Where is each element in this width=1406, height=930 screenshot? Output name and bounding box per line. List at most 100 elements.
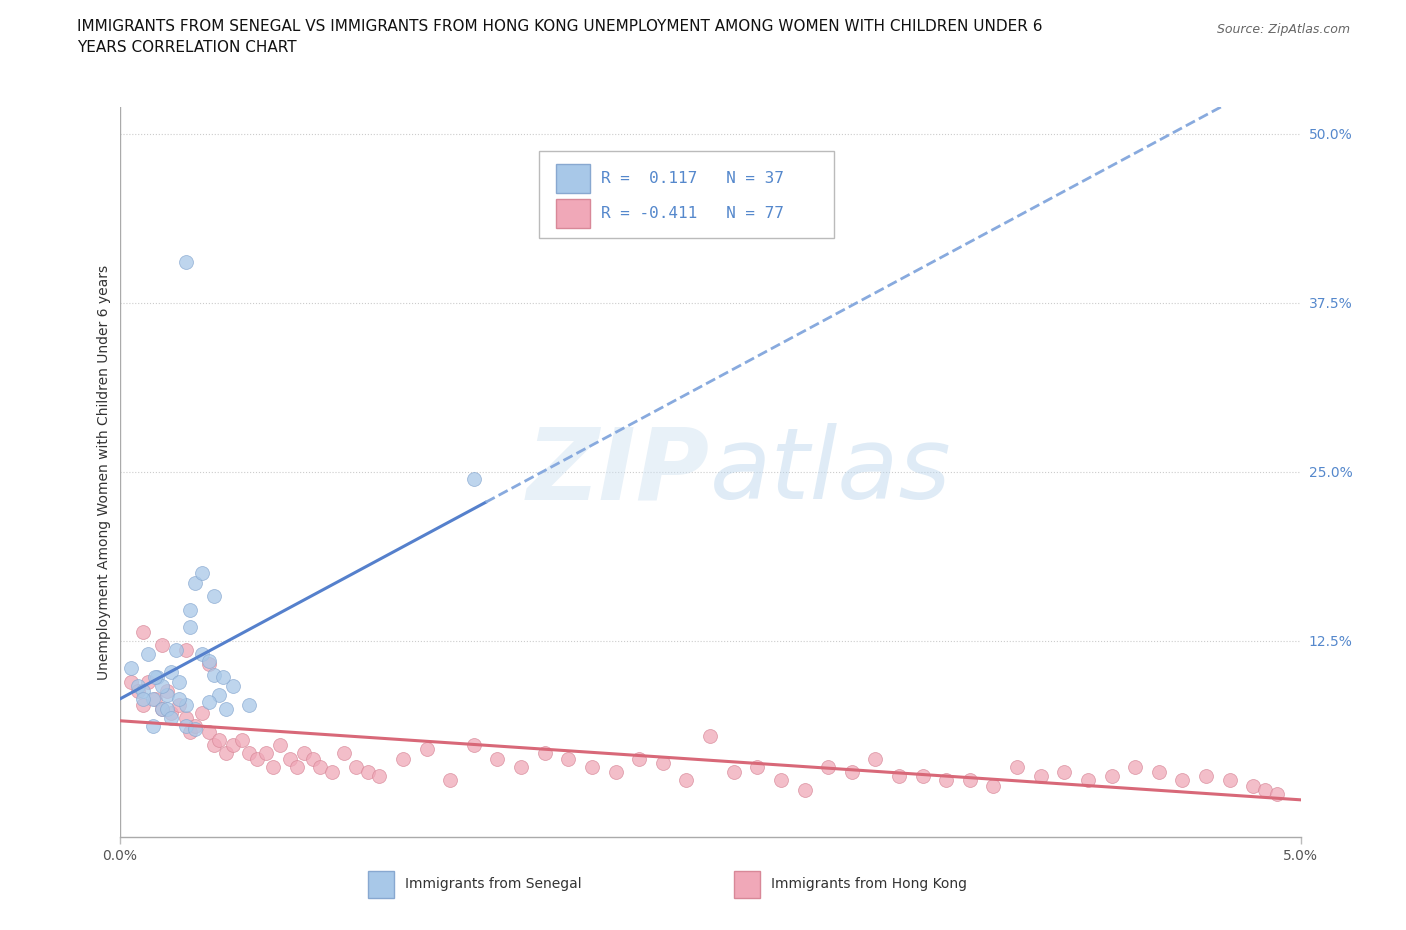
Text: YEARS CORRELATION CHART: YEARS CORRELATION CHART: [77, 40, 297, 55]
Point: [150, 701, 173, 716]
Point: [132, 698, 155, 712]
Point: [127, 678, 149, 693]
Point: [167, 674, 190, 689]
Point: [581, 759, 603, 774]
Point: [212, 670, 235, 684]
Point: [723, 764, 745, 779]
Point: [174, 719, 197, 734]
Point: [675, 773, 697, 788]
Point: [302, 751, 325, 766]
FancyBboxPatch shape: [734, 870, 759, 898]
Point: [533, 746, 555, 761]
Point: [136, 674, 159, 689]
Point: [285, 759, 308, 774]
Point: [120, 660, 142, 675]
Point: [150, 638, 173, 653]
Point: [179, 603, 201, 618]
Text: Immigrants from Hong Kong: Immigrants from Hong Kong: [772, 877, 967, 892]
Point: [143, 692, 166, 707]
Point: [865, 751, 887, 766]
Y-axis label: Unemployment Among Women with Children Under 6 years: Unemployment Among Women with Children U…: [97, 264, 111, 680]
Point: [269, 737, 291, 752]
Point: [911, 769, 934, 784]
Point: [651, 755, 673, 770]
Point: [202, 668, 225, 683]
Point: [415, 742, 437, 757]
Point: [231, 732, 253, 747]
Point: [486, 751, 509, 766]
Point: [127, 684, 149, 698]
Point: [245, 751, 267, 766]
Point: [156, 684, 179, 698]
Point: [1195, 769, 1218, 784]
Point: [392, 751, 415, 766]
Point: [1265, 786, 1288, 801]
Point: [238, 746, 260, 761]
Point: [510, 759, 533, 774]
Point: [136, 647, 159, 662]
Point: [160, 665, 183, 680]
Point: [292, 746, 315, 761]
Text: R = -0.411   N = 77: R = -0.411 N = 77: [602, 206, 785, 221]
Point: [191, 566, 214, 581]
Point: [167, 698, 190, 712]
Point: [1123, 759, 1146, 774]
Point: [439, 773, 461, 788]
Point: [1053, 764, 1076, 779]
Point: [1077, 773, 1099, 788]
Point: [132, 624, 155, 639]
Point: [368, 769, 391, 784]
Point: [959, 773, 981, 788]
FancyBboxPatch shape: [557, 199, 589, 229]
Text: IMMIGRANTS FROM SENEGAL VS IMMIGRANTS FROM HONG KONG UNEMPLOYMENT AMONG WOMEN WI: IMMIGRANTS FROM SENEGAL VS IMMIGRANTS FR…: [77, 19, 1043, 33]
Text: Immigrants from Senegal: Immigrants from Senegal: [405, 877, 582, 892]
Point: [191, 705, 214, 720]
FancyBboxPatch shape: [367, 870, 394, 898]
Point: [150, 701, 173, 716]
Point: [793, 782, 815, 797]
Point: [254, 746, 277, 761]
Text: ZIP: ZIP: [527, 423, 710, 521]
Point: [174, 643, 197, 658]
Point: [278, 751, 301, 766]
Point: [1101, 769, 1123, 784]
Point: [184, 576, 207, 591]
Text: atlas: atlas: [710, 423, 952, 521]
Point: [174, 698, 197, 712]
Point: [1005, 759, 1028, 774]
Point: [841, 764, 863, 779]
Point: [356, 764, 378, 779]
Point: [215, 746, 238, 761]
Point: [179, 620, 201, 635]
Point: [333, 746, 356, 761]
Point: [605, 764, 627, 779]
Point: [198, 695, 221, 710]
Point: [132, 692, 155, 707]
Point: [167, 692, 190, 707]
Point: [198, 654, 221, 669]
Point: [132, 684, 155, 698]
Point: [222, 678, 245, 693]
Point: [463, 472, 485, 486]
Point: [557, 751, 579, 766]
Point: [160, 705, 183, 720]
Point: [344, 759, 367, 774]
Point: [983, 778, 1005, 793]
Point: [202, 737, 225, 752]
Point: [208, 732, 231, 747]
Point: [184, 722, 207, 737]
Point: [198, 657, 221, 671]
Point: [1171, 773, 1194, 788]
Point: [463, 737, 485, 752]
Point: [1147, 764, 1170, 779]
Point: [1241, 778, 1264, 793]
Point: [198, 724, 221, 739]
Point: [174, 255, 197, 270]
Point: [887, 769, 910, 784]
Point: [120, 674, 142, 689]
Point: [165, 643, 187, 658]
Point: [208, 687, 231, 702]
Point: [215, 701, 238, 716]
Point: [184, 719, 207, 734]
Point: [156, 687, 179, 702]
